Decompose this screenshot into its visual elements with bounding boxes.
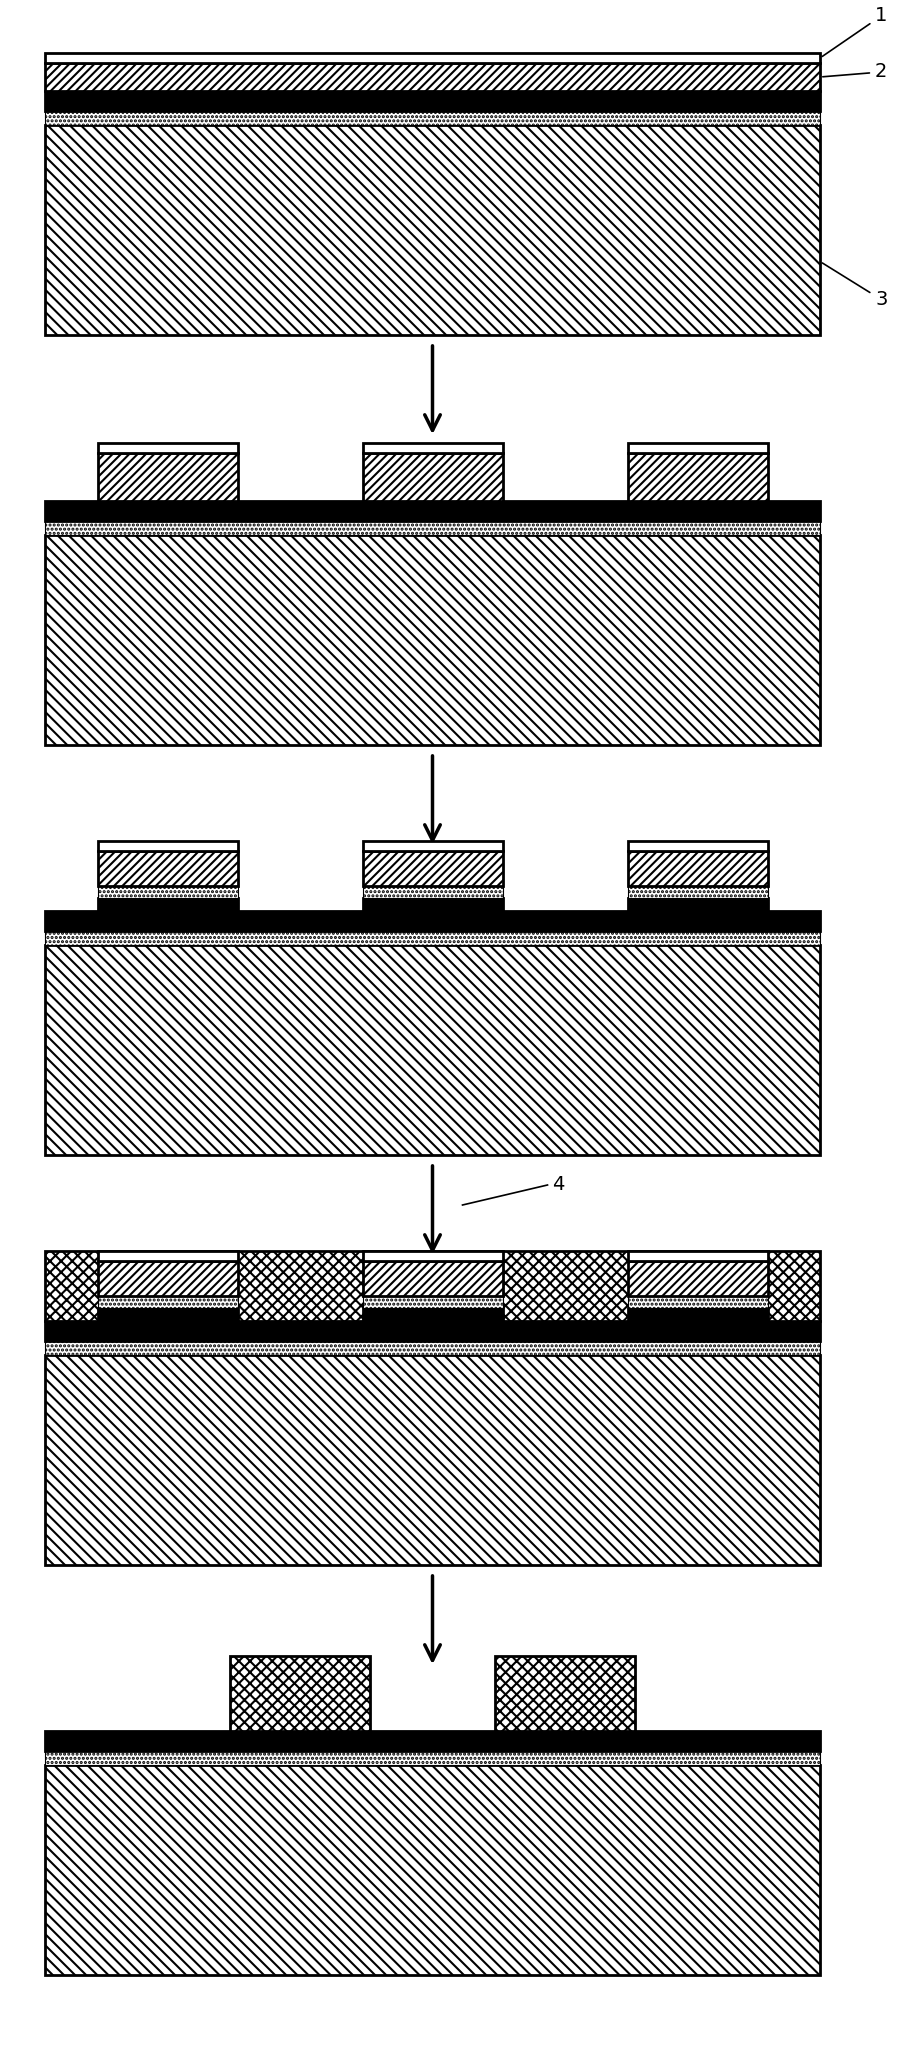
Text: 1: 1 (823, 6, 888, 56)
Bar (363, 442, 502, 452)
Bar (627, 886, 767, 899)
Bar (45, 54, 820, 62)
Bar (627, 851, 767, 886)
Bar (230, 1657, 370, 1731)
Bar (363, 841, 502, 851)
Bar (627, 899, 767, 911)
Text: 4: 4 (552, 1176, 565, 1194)
Bar (45, 932, 820, 944)
Bar (45, 521, 820, 535)
Bar (98, 1308, 237, 1320)
Bar (627, 841, 767, 851)
Bar (45, 911, 820, 932)
Bar (98, 1295, 237, 1308)
Text: 3: 3 (823, 262, 888, 310)
Bar (98, 1252, 237, 1260)
Bar (627, 442, 767, 452)
Bar (45, 1252, 820, 1320)
Bar (98, 899, 237, 911)
Bar (363, 886, 502, 899)
Bar (45, 1341, 820, 1355)
Bar (45, 126, 820, 335)
Bar (363, 1308, 502, 1320)
Bar (45, 91, 820, 112)
Bar (495, 1657, 635, 1731)
Bar (363, 1295, 502, 1308)
Bar (363, 452, 502, 500)
Bar (363, 899, 502, 911)
Bar (98, 442, 237, 452)
Text: 2: 2 (823, 62, 888, 81)
Bar (98, 841, 237, 851)
Bar (45, 112, 820, 126)
Bar (627, 1295, 767, 1308)
Bar (98, 452, 237, 500)
Bar (98, 851, 237, 886)
Bar (363, 851, 502, 886)
Bar (627, 1308, 767, 1320)
Bar (363, 1260, 502, 1295)
Bar (45, 944, 820, 1155)
Bar (45, 1355, 820, 1566)
Bar (627, 452, 767, 500)
Bar (45, 500, 820, 521)
Bar (45, 1731, 820, 1752)
Bar (98, 886, 237, 899)
Bar (45, 535, 820, 746)
Bar (45, 1752, 820, 1764)
Bar (363, 1252, 502, 1260)
Bar (627, 1252, 767, 1260)
Bar (627, 1260, 767, 1295)
Bar (45, 1320, 820, 1341)
Bar (45, 1764, 820, 1975)
Bar (45, 62, 820, 91)
Bar (98, 1260, 237, 1295)
